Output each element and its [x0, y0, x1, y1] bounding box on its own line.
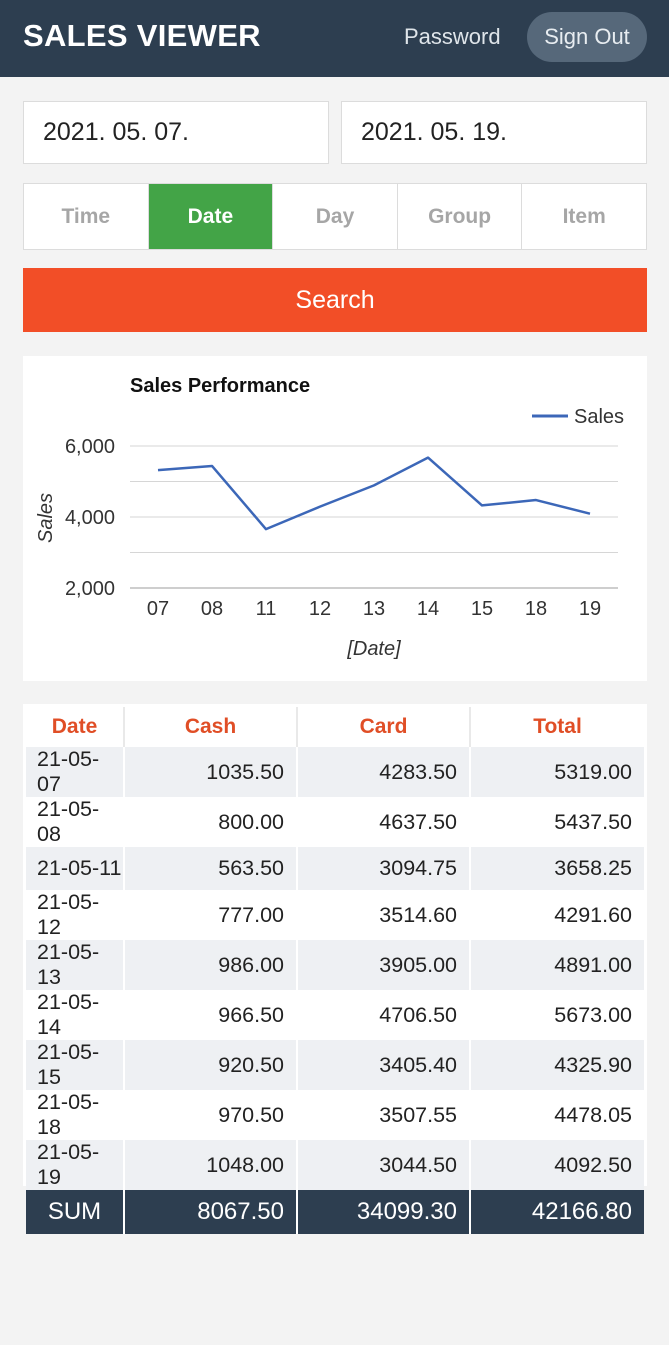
- start-date-input[interactable]: 2021. 05. 07.: [23, 101, 329, 164]
- x-tick-label: 19: [579, 598, 601, 620]
- cell-date: 21-05-11: [26, 847, 125, 890]
- search-button[interactable]: Search: [23, 268, 647, 332]
- table-row: 21-05-18 970.50 3507.55 4478.05: [26, 1090, 644, 1140]
- table-row: 21-05-07 1035.50 4283.50 5319.00: [26, 747, 644, 797]
- cell-cash: 970.50: [125, 1090, 298, 1140]
- cell-card: 4706.50: [298, 990, 471, 1040]
- x-tick-label: 12: [309, 598, 331, 620]
- y-tick-label: 6,000: [65, 436, 115, 458]
- table-row: 21-05-19 1048.00 3044.50 4092.50: [26, 1140, 644, 1190]
- cell-card: 3514.60: [298, 890, 471, 940]
- table-row: 21-05-14 966.50 4706.50 5673.00: [26, 990, 644, 1040]
- table-row: 21-05-13 986.00 3905.00 4891.00: [26, 940, 644, 990]
- table-row: 21-05-12 777.00 3514.60 4291.60: [26, 890, 644, 940]
- tab-day[interactable]: Day: [273, 184, 398, 249]
- cell-card: 3507.55: [298, 1090, 471, 1140]
- cell-total: 5437.50: [471, 797, 644, 847]
- sum-row: SUM 8067.50 34099.30 42166.80: [26, 1190, 644, 1234]
- sum-total: 42166.80: [471, 1190, 644, 1234]
- x-tick-label: 13: [363, 598, 385, 620]
- sales-table-card: Date Cash Card Total 21-05-07 1035.50 42…: [23, 704, 647, 1234]
- table-header-row: Date Cash Card Total: [26, 707, 644, 747]
- column-header-card: Card: [298, 707, 471, 747]
- cell-total: 4092.50: [471, 1140, 644, 1190]
- end-date-input[interactable]: 2021. 05. 19.: [341, 101, 647, 164]
- cell-cash: 1035.50: [125, 747, 298, 797]
- cell-date: 21-05-07: [26, 747, 125, 797]
- legend-label: Sales: [574, 406, 624, 428]
- cell-date: 21-05-12: [26, 890, 125, 940]
- grouping-tabs: Time Date Day Group Item: [23, 183, 647, 250]
- y-tick-label: 4,000: [65, 507, 115, 529]
- tab-item[interactable]: Item: [562, 205, 606, 228]
- cell-total: 3658.25: [471, 847, 644, 890]
- cell-date: 21-05-19: [26, 1140, 125, 1190]
- cell-cash: 1048.00: [125, 1140, 298, 1190]
- cell-cash: 966.50: [125, 990, 298, 1040]
- tab-time[interactable]: Time: [24, 184, 149, 249]
- sales-line-chart: 2,000 4,000 6,000 07 08 11 12 13 14 15 18 19 Sales P…: [35, 375, 624, 660]
- app-title: SALES VIEWER: [23, 18, 261, 53]
- tab-date[interactable]: Date: [148, 184, 274, 249]
- table-row: 21-05-08 800.00 4637.50 5437.50: [26, 797, 644, 847]
- sum-label: SUM: [26, 1190, 125, 1234]
- cell-card: 3094.75: [298, 847, 471, 890]
- cell-cash: 563.50: [125, 847, 298, 890]
- tab-group[interactable]: Group: [398, 184, 523, 249]
- table-row: 21-05-11 563.50 3094.75 3658.25: [26, 847, 644, 890]
- x-tick-label: 15: [471, 598, 493, 620]
- sum-card: 34099.30: [298, 1190, 471, 1234]
- cell-date: 21-05-08: [26, 797, 125, 847]
- x-tick-label: 08: [201, 598, 223, 620]
- cell-cash: 800.00: [125, 797, 298, 847]
- password-link[interactable]: Password: [404, 24, 501, 49]
- x-tick-label: 07: [147, 598, 169, 620]
- cell-date: 21-05-15: [26, 1040, 125, 1090]
- chart-title: Sales Performance: [130, 375, 310, 397]
- cell-card: 3905.00: [298, 940, 471, 990]
- cell-date: 21-05-13: [26, 940, 125, 990]
- x-tick-label: 18: [525, 598, 547, 620]
- cell-total: 4891.00: [471, 940, 644, 990]
- sales-table: Date Cash Card Total 21-05-07 1035.50 42…: [26, 707, 644, 1234]
- cell-date: 21-05-14: [26, 990, 125, 1040]
- sales-chart-card: 2,000 4,000 6,000 07 08 11 12 13 14 15 18 19 Sales P…: [23, 356, 647, 681]
- cell-total: 4291.60: [471, 890, 644, 940]
- column-header-cash: Cash: [125, 707, 298, 747]
- cell-cash: 777.00: [125, 890, 298, 940]
- cell-card: 3405.40: [298, 1040, 471, 1090]
- x-tick-label: 14: [417, 598, 439, 620]
- cell-card: 4283.50: [298, 747, 471, 797]
- column-header-total: Total: [471, 707, 644, 747]
- sign-out-button[interactable]: Sign Out: [527, 12, 647, 62]
- cell-cash: 920.50: [125, 1040, 298, 1090]
- sum-cash: 8067.50: [125, 1190, 298, 1234]
- app-header: SALES VIEWER Password Sign Out: [0, 0, 669, 77]
- cell-total: 5319.00: [471, 747, 644, 797]
- sales-series-line: [157, 456, 591, 531]
- y-axis-label: Sales: [35, 493, 57, 543]
- cell-total: 5673.00: [471, 990, 644, 1040]
- x-axis-label: [Date]: [346, 638, 401, 660]
- y-tick-label: 2,000: [65, 578, 115, 600]
- cell-card: 4637.50: [298, 797, 471, 847]
- x-tick-label: 11: [256, 598, 277, 620]
- cell-card: 3044.50: [298, 1140, 471, 1190]
- cell-total: 4478.05: [471, 1090, 644, 1140]
- cell-cash: 986.00: [125, 940, 298, 990]
- cell-date: 21-05-18: [26, 1090, 125, 1140]
- column-header-date: Date: [26, 707, 125, 747]
- cell-total: 4325.90: [471, 1040, 644, 1090]
- table-row: 21-05-15 920.50 3405.40 4325.90: [26, 1040, 644, 1090]
